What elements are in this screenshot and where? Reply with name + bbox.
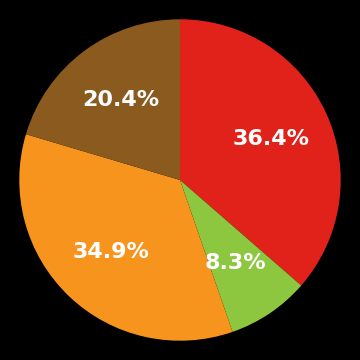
- Text: 20.4%: 20.4%: [82, 90, 159, 110]
- Text: 36.4%: 36.4%: [232, 129, 309, 149]
- Text: 8.3%: 8.3%: [205, 253, 266, 273]
- Wedge shape: [19, 134, 233, 341]
- Wedge shape: [180, 19, 341, 285]
- Wedge shape: [180, 180, 301, 332]
- Wedge shape: [26, 19, 180, 180]
- Text: 34.9%: 34.9%: [73, 242, 149, 262]
